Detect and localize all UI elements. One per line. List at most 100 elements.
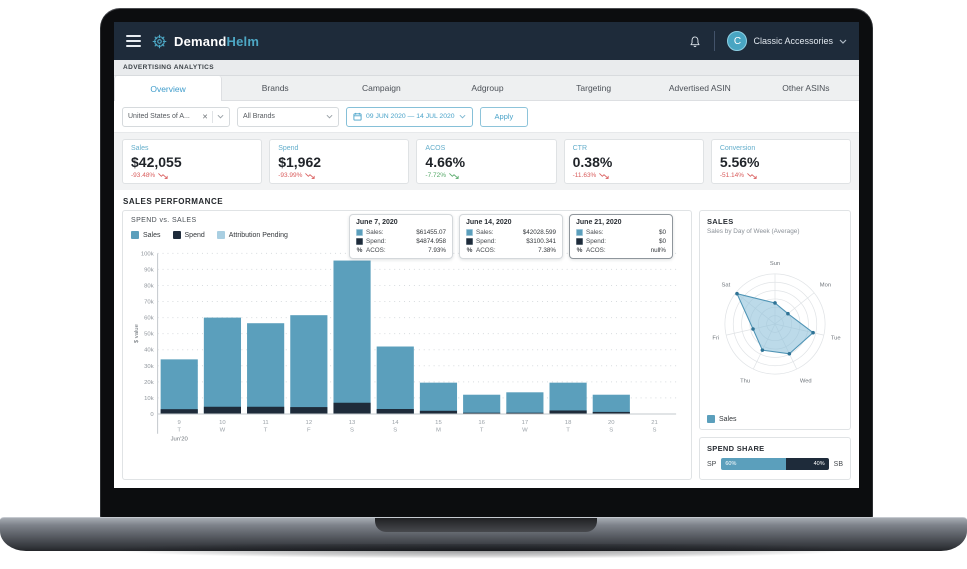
kpi-label: CTR [572,145,587,152]
account-avatar[interactable]: C [727,31,748,51]
svg-text:70k: 70k [144,299,154,305]
kpi-card-ctr: CTR 0.38% -11.63% [563,139,704,184]
svg-text:9: 9 [178,420,181,426]
svg-text:10: 10 [219,420,226,426]
svg-text:Sun: Sun [770,261,780,267]
apply-button[interactable]: Apply [479,106,529,127]
kpi-label: ACOS [425,145,446,152]
svg-text:Fri: Fri [712,335,719,341]
percent-icon: % [356,247,363,254]
svg-text:Wed: Wed [800,379,812,385]
tab-overview[interactable]: Overview [114,76,223,101]
svg-text:T: T [177,428,181,434]
laptop-screen: DemandHelm C Classic Accessories ADVERTI… [100,8,873,518]
legend-item-attribution-pending[interactable]: Attribution Pending [216,231,288,239]
date-caret-icon [459,114,466,119]
svg-text:30k: 30k [144,364,154,370]
radar-wrap: Sun Mon Tue Wed Thu Fri Sat [707,235,843,413]
chart-title: SPEND vs. SALES [131,217,197,224]
tab-adgroup[interactable]: Adgroup [471,83,504,93]
top-navbar: DemandHelm C Classic Accessories [114,22,859,60]
filter-bar: United States of A... ✕ All Brands 09 JU… [114,101,859,132]
account-chevron-down-icon[interactable] [839,39,847,44]
navbar-divider [714,31,716,51]
tab-brands[interactable]: Brands [261,83,289,93]
svg-text:12: 12 [306,420,313,426]
svg-text:Jun'20: Jun'20 [171,437,189,443]
tab-targeting[interactable]: Targeting [576,83,612,93]
brand-select[interactable]: All Brands [237,106,339,127]
svg-text:15: 15 [435,420,442,426]
account-name[interactable]: Classic Accessories [753,36,833,46]
spend-vs-sales-bar-chart[interactable]: 0 10k 20k 30k 40k 50k 60k 70k 80k 90k 100k $ value 9… [131,242,683,447]
marketplace-select[interactable]: United States of A... ✕ [122,106,230,127]
kpi-label: Spend [278,145,299,152]
demandhelm-app: DemandHelm C Classic Accessories ADVERTI… [114,22,859,488]
sp-label: SP [707,460,717,468]
sb-label: SB [833,460,843,468]
kpi-card-acos: ACOS 4.66% -7.72% [416,139,557,184]
spend-swatch [576,238,583,245]
svg-text:20: 20 [608,420,615,426]
spend-share-row: SP 60% 40% SB [707,458,843,470]
spend-swatch [356,238,363,245]
analytics-tabs: Overview Brands Campaign Adgroup Targeti… [114,76,859,101]
right-panel-column: SALES Sales by Day of Week (Average) Sun… [699,210,851,480]
svg-text:16: 16 [478,420,485,426]
brand-wordmark: DemandHelm [174,33,260,49]
main-content: SPEND vs. SALES Sales Spend Attribution … [114,210,859,488]
kpi-delta: -93.48% [131,172,253,179]
brand-value: All Brands [243,113,275,120]
spend-share-card: SPEND SHARE SP 60% 40% SB [699,437,851,480]
svg-text:T: T [264,428,268,434]
kpi-value: 4.66% [425,154,466,170]
svg-text:20k: 20k [144,380,154,386]
legend-item-sales[interactable]: Sales [131,231,161,239]
sales-swatch [576,229,583,236]
radar-legend-sales[interactable]: Sales [707,415,843,423]
share-segment-sb: 40% [785,458,829,470]
sales-swatch [707,415,715,423]
svg-text:21: 21 [651,420,658,426]
kpi-delta: -93.99% [278,172,400,179]
kpi-value: $42,055 [131,154,182,170]
legend-item-spend[interactable]: Spend [172,231,205,239]
helm-logo-icon [151,33,168,50]
tooltip-june-21: June 21, 2020 Sales: $0 Spend: $0 % ACOS: nu… [569,214,673,259]
kpi-band: Sales $42,055 -93.48% Spend $1,962 -93.9… [114,132,859,190]
section-ribbon: ADVERTISING ANALYTICS [114,60,859,76]
notifications-bell-icon[interactable] [688,34,702,49]
tab-other-asins[interactable]: Other ASINs [782,83,830,93]
svg-text:Sat: Sat [722,283,731,289]
svg-text:Mon: Mon [820,283,831,289]
chart-tooltips: June 7, 2020 Sales: $61455.07 Spend: $4874… [349,214,673,259]
clear-marketplace-icon[interactable]: ✕ [202,113,208,121]
share-segment-sp: 60% [721,458,786,470]
date-range-picker[interactable]: 09 JUN 2020 — 14 JUL 2020 [346,106,473,127]
marketplace-caret-icon [217,114,224,119]
svg-text:S: S [609,428,613,434]
kpi-value: $1,962 [278,154,322,170]
trend-down-icon [305,173,316,179]
sales-panel-subtitle: Sales by Day of Week (Average) [707,228,800,235]
hamburger-menu-icon[interactable] [126,35,141,47]
tab-campaign[interactable]: Campaign [361,83,401,93]
trend-down-icon [599,173,609,179]
svg-text:M: M [436,428,441,434]
kpi-value: 5.56% [719,154,760,170]
chart-legend: Sales Spend Attribution Pending [131,231,683,239]
tab-advertised-asin[interactable]: Advertised ASIN [668,83,731,93]
svg-text:F: F [307,428,311,434]
kpi-delta: -51.14% [720,172,842,179]
svg-text:60k: 60k [144,316,154,322]
svg-text:14: 14 [392,420,399,426]
svg-text:S: S [653,428,657,434]
svg-text:18: 18 [565,420,572,426]
kpi-delta: -11.63% [573,172,695,179]
svg-text:T: T [480,428,484,434]
tooltip-june-7: June 7, 2020 Sales: $61455.07 Spend: $4874… [349,214,453,259]
svg-text:$ value: $ value [134,323,140,343]
date-range-value: 09 JUN 2020 — 14 JUL 2020 [366,113,455,120]
kpi-label: Conversion [719,145,756,152]
svg-text:Thu: Thu [740,379,750,385]
